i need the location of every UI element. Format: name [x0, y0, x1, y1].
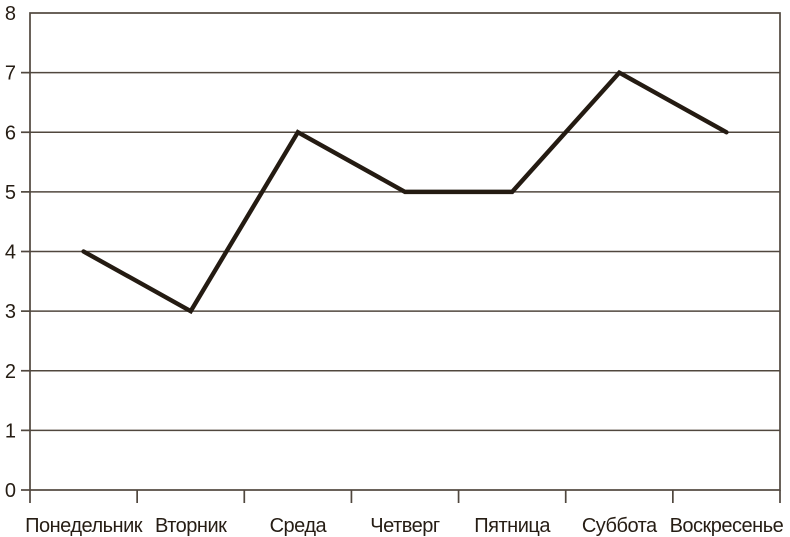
- x-axis-label: Суббота: [582, 515, 658, 537]
- x-axis-label: Среда: [270, 515, 328, 537]
- y-axis-label: 0: [5, 480, 16, 502]
- x-axis-label: Пятница: [474, 515, 551, 537]
- x-axis-label: Вторник: [155, 515, 227, 537]
- y-axis-label: 2: [5, 361, 16, 383]
- y-axis-label: 4: [5, 242, 16, 264]
- y-axis-label: 3: [5, 301, 16, 323]
- x-axis-label: Понедельник: [25, 515, 143, 537]
- y-axis-label: 1: [5, 420, 16, 442]
- y-axis-label: 8: [5, 3, 16, 25]
- y-axis-label: 5: [5, 182, 16, 204]
- x-axis-label: Четверг: [370, 515, 440, 537]
- x-axis-label: Воскресенье: [670, 515, 784, 537]
- y-axis-label: 7: [5, 63, 16, 85]
- data-line: [81, 69, 729, 315]
- y-axis-label: 6: [5, 122, 16, 144]
